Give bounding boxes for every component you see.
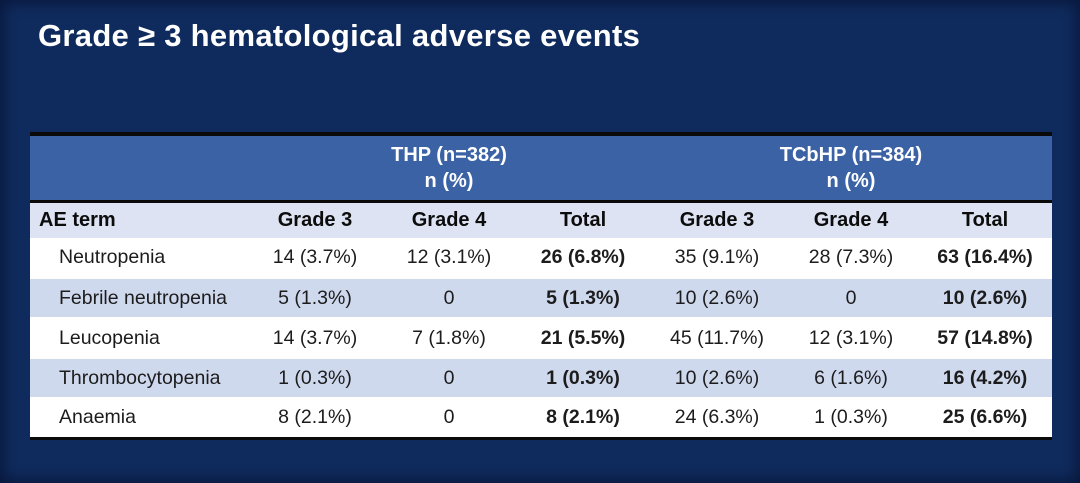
row-label: Thrombocytopenia (30, 357, 248, 398)
slide-title: Grade ≥ 3 hematological adverse events (38, 18, 641, 53)
total-value-cell: 5 (1.3%) (516, 277, 650, 318)
tcbhp-arm-label: TCbHP (n=384) (779, 143, 923, 166)
group-header-row: THP (n=382) n (%) TCbHP (n=384) n (%) (30, 134, 1052, 203)
table-row-febrile-neutropenia: Febrile neutropenia 5 (1.3%) 0 5 (1.3%) … (30, 277, 1052, 318)
value-cell: 1 (0.3%) (784, 397, 918, 438)
total-value-cell: 63 (16.4%) (918, 238, 1052, 278)
table-row-anaemia: Anaemia 8 (2.1%) 0 8 (2.1%) 24 (6.3%) 1 … (30, 397, 1052, 438)
column-header-ae-term: AE term (30, 201, 248, 238)
value-cell: 14 (3.7%) (248, 317, 382, 358)
total-value-cell: 1 (0.3%) (516, 357, 650, 398)
row-label: Anaemia (30, 397, 248, 438)
adverse-events-table-container: THP (n=382) n (%) TCbHP (n=384) n (%) AE… (30, 132, 1052, 440)
column-header-tcbhp-grade4: Grade 4 (784, 201, 918, 238)
value-cell: 5 (1.3%) (248, 277, 382, 318)
row-label: Neutropenia (30, 238, 248, 278)
value-cell: 28 (7.3%) (784, 238, 918, 278)
total-value-cell: 21 (5.5%) (516, 317, 650, 358)
value-cell: 12 (3.1%) (382, 238, 516, 278)
table-row-neutropenia: Neutropenia 14 (3.7%) 12 (3.1%) 26 (6.8%… (30, 238, 1052, 278)
group-header-tcbhp: TCbHP (n=384) n (%) (650, 134, 1052, 203)
thp-unit-label: n (%) (424, 169, 474, 192)
value-cell: 0 (382, 277, 516, 318)
table-row-thrombocytopenia: Thrombocytopenia 1 (0.3%) 0 1 (0.3%) 10 … (30, 357, 1052, 398)
thp-arm-label: THP (n=382) (391, 143, 507, 166)
value-cell: 24 (6.3%) (650, 397, 784, 438)
group-header-thp: THP (n=382) n (%) (248, 134, 650, 203)
row-label: Leucopenia (30, 317, 248, 358)
value-cell: 0 (382, 357, 516, 398)
total-value-cell: 26 (6.8%) (516, 238, 650, 278)
value-cell: 14 (3.7%) (248, 238, 382, 278)
value-cell: 0 (784, 277, 918, 318)
column-header-tcbhp-grade3: Grade 3 (650, 201, 784, 238)
value-cell: 45 (11.7%) (650, 317, 784, 358)
value-cell: 10 (2.6%) (650, 277, 784, 318)
table-row-leucopenia: Leucopenia 14 (3.7%) 7 (1.8%) 21 (5.5%) … (30, 317, 1052, 358)
column-header-thp-total: Total (516, 201, 650, 238)
value-cell: 10 (2.6%) (650, 357, 784, 398)
value-cell: 35 (9.1%) (650, 238, 784, 278)
column-header-thp-grade4: Grade 4 (382, 201, 516, 238)
total-value-cell: 10 (2.6%) (918, 277, 1052, 318)
total-value-cell: 16 (4.2%) (918, 357, 1052, 398)
value-cell: 8 (2.1%) (248, 397, 382, 438)
value-cell: 12 (3.1%) (784, 317, 918, 358)
value-cell: 7 (1.8%) (382, 317, 516, 358)
tcbhp-unit-label: n (%) (826, 169, 876, 192)
column-header-thp-grade3: Grade 3 (248, 201, 382, 238)
column-header-tcbhp-total: Total (918, 201, 1052, 238)
column-header-row: AE term Grade 3 Grade 4 Total Grade 3 Gr… (30, 201, 1052, 238)
adverse-events-table: THP (n=382) n (%) TCbHP (n=384) n (%) AE… (30, 132, 1052, 440)
row-label: Febrile neutropenia (30, 277, 248, 318)
total-value-cell: 8 (2.1%) (516, 397, 650, 438)
total-value-cell: 25 (6.6%) (918, 397, 1052, 438)
group-header-spacer (30, 134, 248, 203)
value-cell: 6 (1.6%) (784, 357, 918, 398)
total-value-cell: 57 (14.8%) (918, 317, 1052, 358)
value-cell: 1 (0.3%) (248, 357, 382, 398)
value-cell: 0 (382, 397, 516, 438)
